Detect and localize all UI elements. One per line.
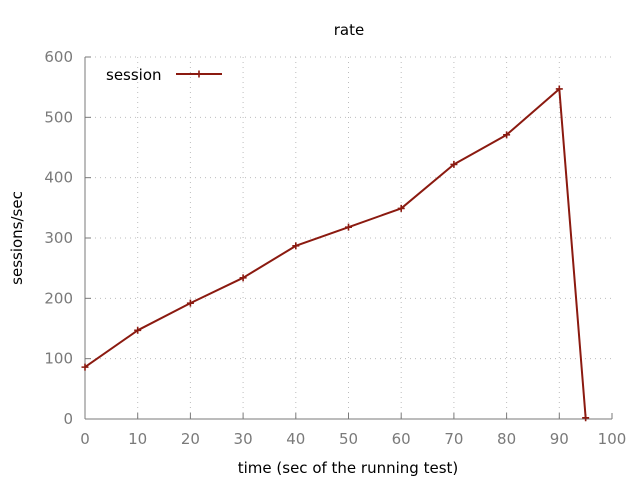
y-tick-label: 500: [44, 108, 73, 126]
legend-marker: [195, 70, 203, 78]
y-tick-label: 100: [44, 350, 73, 368]
series-layer: [81, 85, 590, 422]
x-tick-label: 40: [286, 430, 305, 448]
x-tick-label: 100: [598, 430, 627, 448]
y-tick-label: 400: [44, 169, 73, 187]
x-tick-label: 80: [497, 430, 516, 448]
data-point: [186, 299, 194, 307]
x-tick-label: 30: [234, 430, 253, 448]
y-tick-label: 300: [44, 229, 73, 247]
data-point: [503, 131, 511, 139]
data-point: [292, 242, 300, 250]
x-tick-label: 20: [181, 430, 200, 448]
legend-label-session: session: [106, 66, 162, 84]
data-point: [450, 160, 458, 168]
x-tick-label: 50: [339, 430, 358, 448]
y-tick-label: 600: [44, 48, 73, 66]
chart-title: rate: [334, 21, 364, 39]
data-point: [397, 204, 405, 212]
y-tick-label: 0: [63, 410, 73, 428]
data-point: [555, 85, 563, 93]
y-axis-title: sessions/sec: [8, 191, 26, 285]
data-point: [345, 223, 352, 231]
data-point: [81, 363, 89, 371]
x-axis-title: time (sec of the running test): [238, 459, 459, 477]
x-tick-label: 60: [392, 430, 411, 448]
x-tick-label: 10: [128, 430, 147, 448]
x-tick-label: 0: [80, 430, 90, 448]
data-point: [239, 274, 247, 282]
axes: [84, 56, 613, 420]
grid: [85, 56, 612, 419]
series-line-session: [84, 87, 587, 418]
legend: session: [106, 66, 222, 84]
x-tick-label: 90: [550, 430, 569, 448]
x-tick-label: 70: [444, 430, 463, 448]
tick-labels: 0 10 20 30 40 50 60 70 80 90 100 0 100 200 300 400 500 60…: [44, 48, 626, 448]
data-point: [134, 326, 142, 334]
data-point: [582, 414, 590, 422]
y-tick-label: 200: [44, 289, 73, 307]
